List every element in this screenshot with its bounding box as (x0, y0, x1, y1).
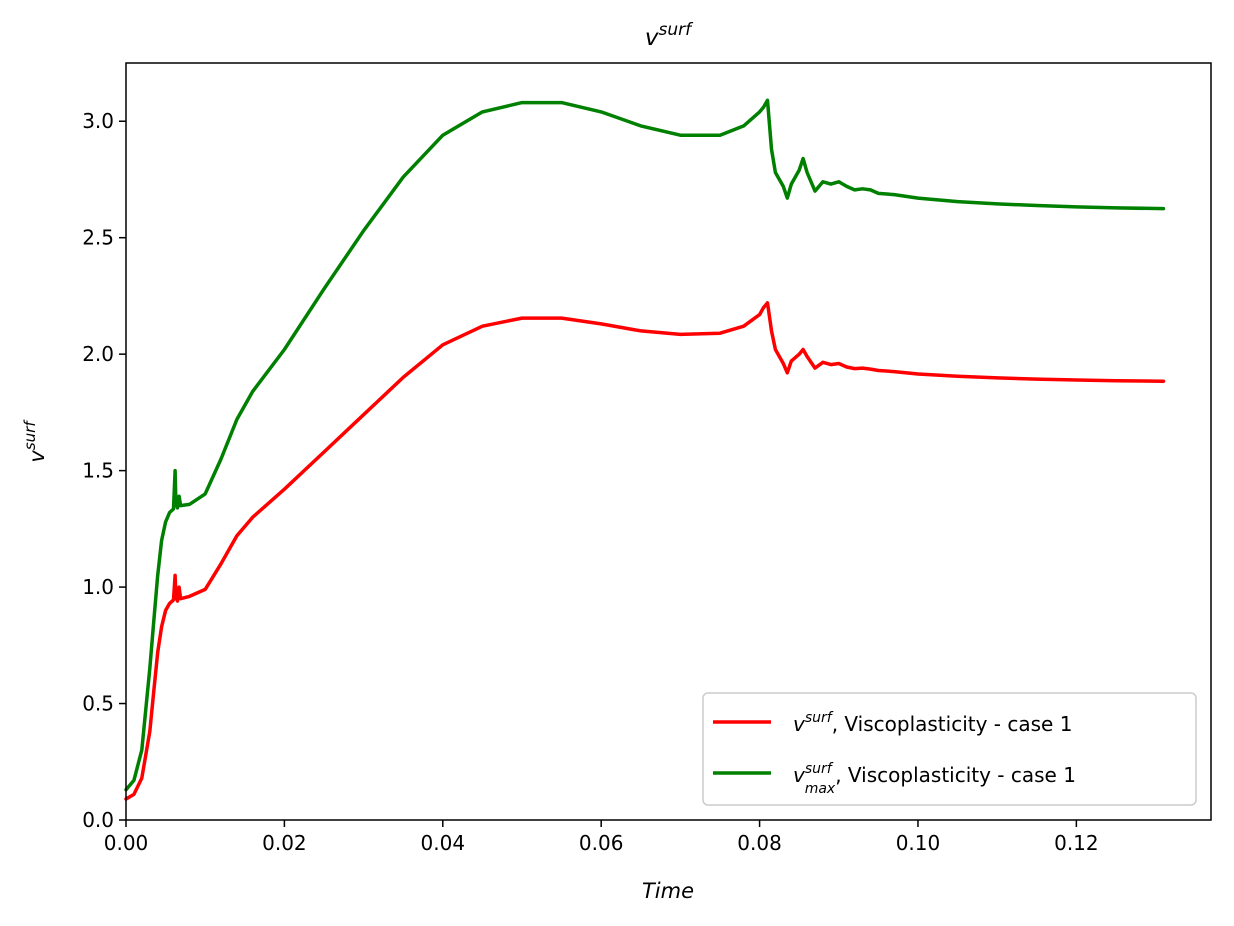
plot-frame (125, 62, 1212, 821)
legend-entry-0-text: , Viscoplasticity - case 1 (832, 712, 1073, 736)
legend-entry-0: vsurf, Viscoplasticity - case 1 (793, 710, 1072, 736)
legend-entry-1-sup: surf (805, 761, 834, 777)
legend-entry-1-base: v (793, 763, 806, 787)
y-tick-label: 3.0 (82, 109, 114, 133)
x-axis: 0.00 0.02 0.04 0.06 0.08 0.10 0.12 (104, 820, 1099, 855)
x-tick-label: 0.02 (262, 831, 307, 855)
series-line-0 (124, 301, 1166, 801)
chart-title-base: v (645, 25, 659, 51)
y-tick-label: 1.0 (82, 575, 114, 599)
y-tick-label: 2.0 (82, 342, 114, 366)
x-tick-label: 0.10 (896, 831, 941, 855)
x-tick-label: 0.00 (104, 831, 149, 855)
legend-entry-0-base: v (793, 712, 806, 736)
y-tick-label: 0.0 (82, 808, 114, 832)
legend-entry-1-text: , Viscoplasticity - case 1 (835, 763, 1076, 787)
y-axis: 0.0 0.5 1.0 1.5 2.0 2.5 3.0 (82, 109, 126, 832)
y-tick-label: 1.5 (82, 459, 114, 483)
x-tick-label: 0.06 (579, 831, 624, 855)
x-tick-label: 0.12 (1054, 831, 1099, 855)
legend-entry-1-sub: max (805, 781, 836, 797)
y-tick-label: 0.5 (82, 692, 114, 716)
legend-box (702, 692, 1197, 806)
x-tick-label: 0.08 (737, 831, 782, 855)
series-layer (124, 98, 1166, 801)
legend-entry-0-sup: surf (805, 710, 834, 726)
legend: vsurf, Viscoplasticity - case 1 vsurf max… (702, 692, 1197, 806)
series-line-1 (124, 98, 1166, 792)
y-axis-label-base: v (25, 450, 49, 463)
y-axis-label-sup: surf (21, 419, 39, 450)
y-axis-label: vsurf (21, 419, 49, 463)
chart-title: vsurf (645, 20, 694, 51)
chart-title-sup: surf (659, 20, 695, 40)
legend-entry-1: vsurf max, Viscoplasticity - case 1 (793, 761, 1076, 797)
x-axis-label: Time (642, 879, 694, 903)
x-tick-label: 0.04 (421, 831, 466, 855)
y-tick-label: 2.5 (82, 226, 114, 250)
